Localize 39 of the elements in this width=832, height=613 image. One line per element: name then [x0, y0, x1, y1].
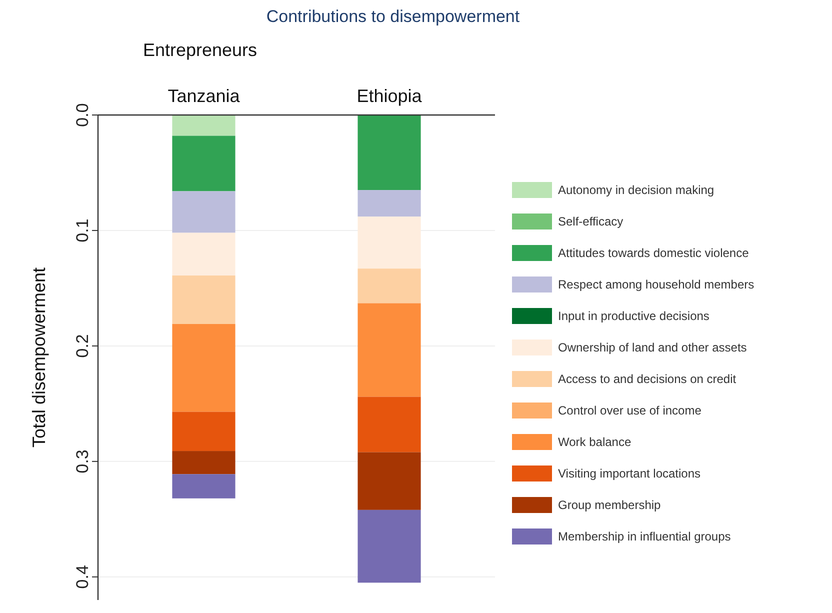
bar: [358, 452, 421, 510]
legend-label: Group membership: [558, 498, 662, 512]
x-tick-label: Ethiopia: [356, 86, 423, 106]
bar: [172, 412, 236, 452]
bar: [172, 115, 236, 136]
legend-label: Respect among household members: [558, 278, 754, 292]
legend-label: Self-efficacy: [558, 214, 624, 228]
bar: [358, 396, 421, 452]
y-tick-label: 0.1: [73, 218, 92, 242]
bar: [358, 190, 421, 217]
legend-label: Autonomy in decision making: [558, 183, 714, 197]
bar: [172, 191, 236, 233]
bar: [358, 115, 421, 190]
y-tick-label: 0.2: [73, 334, 92, 358]
bar: [172, 232, 236, 276]
bar: [358, 268, 421, 304]
bar: [358, 303, 421, 397]
bar: [358, 216, 421, 269]
legend-label: Attitudes towards domestic violence: [558, 246, 750, 260]
legend-label: Membership in influential groups: [558, 530, 731, 544]
x-tick-label: Tanzania: [168, 86, 241, 106]
chart-title: Contributions to disempowerment: [266, 7, 520, 26]
legend-label: Work balance: [558, 435, 632, 449]
bar: [172, 474, 236, 498]
legend-label: Access to and decisions on credit: [558, 372, 737, 386]
bar: [358, 510, 421, 583]
legend-label: Control over use of income: [558, 404, 702, 418]
legend-label: Visiting important locations: [558, 466, 701, 480]
y-axis-title: Total disempowerment: [29, 267, 49, 448]
legend-label: Ownership of land and other assets: [558, 340, 747, 354]
bar: [172, 276, 236, 324]
y-tick-label: 0.4: [73, 565, 92, 589]
bar: [172, 324, 236, 412]
y-tick-label: 0.0: [73, 103, 92, 127]
legend-label: Input in productive decisions: [558, 309, 710, 323]
chart-subtitle: Entrepreneurs: [142, 40, 258, 60]
bar: [172, 136, 236, 192]
y-tick-label: 0.3: [73, 450, 92, 474]
bar: [172, 451, 236, 474]
